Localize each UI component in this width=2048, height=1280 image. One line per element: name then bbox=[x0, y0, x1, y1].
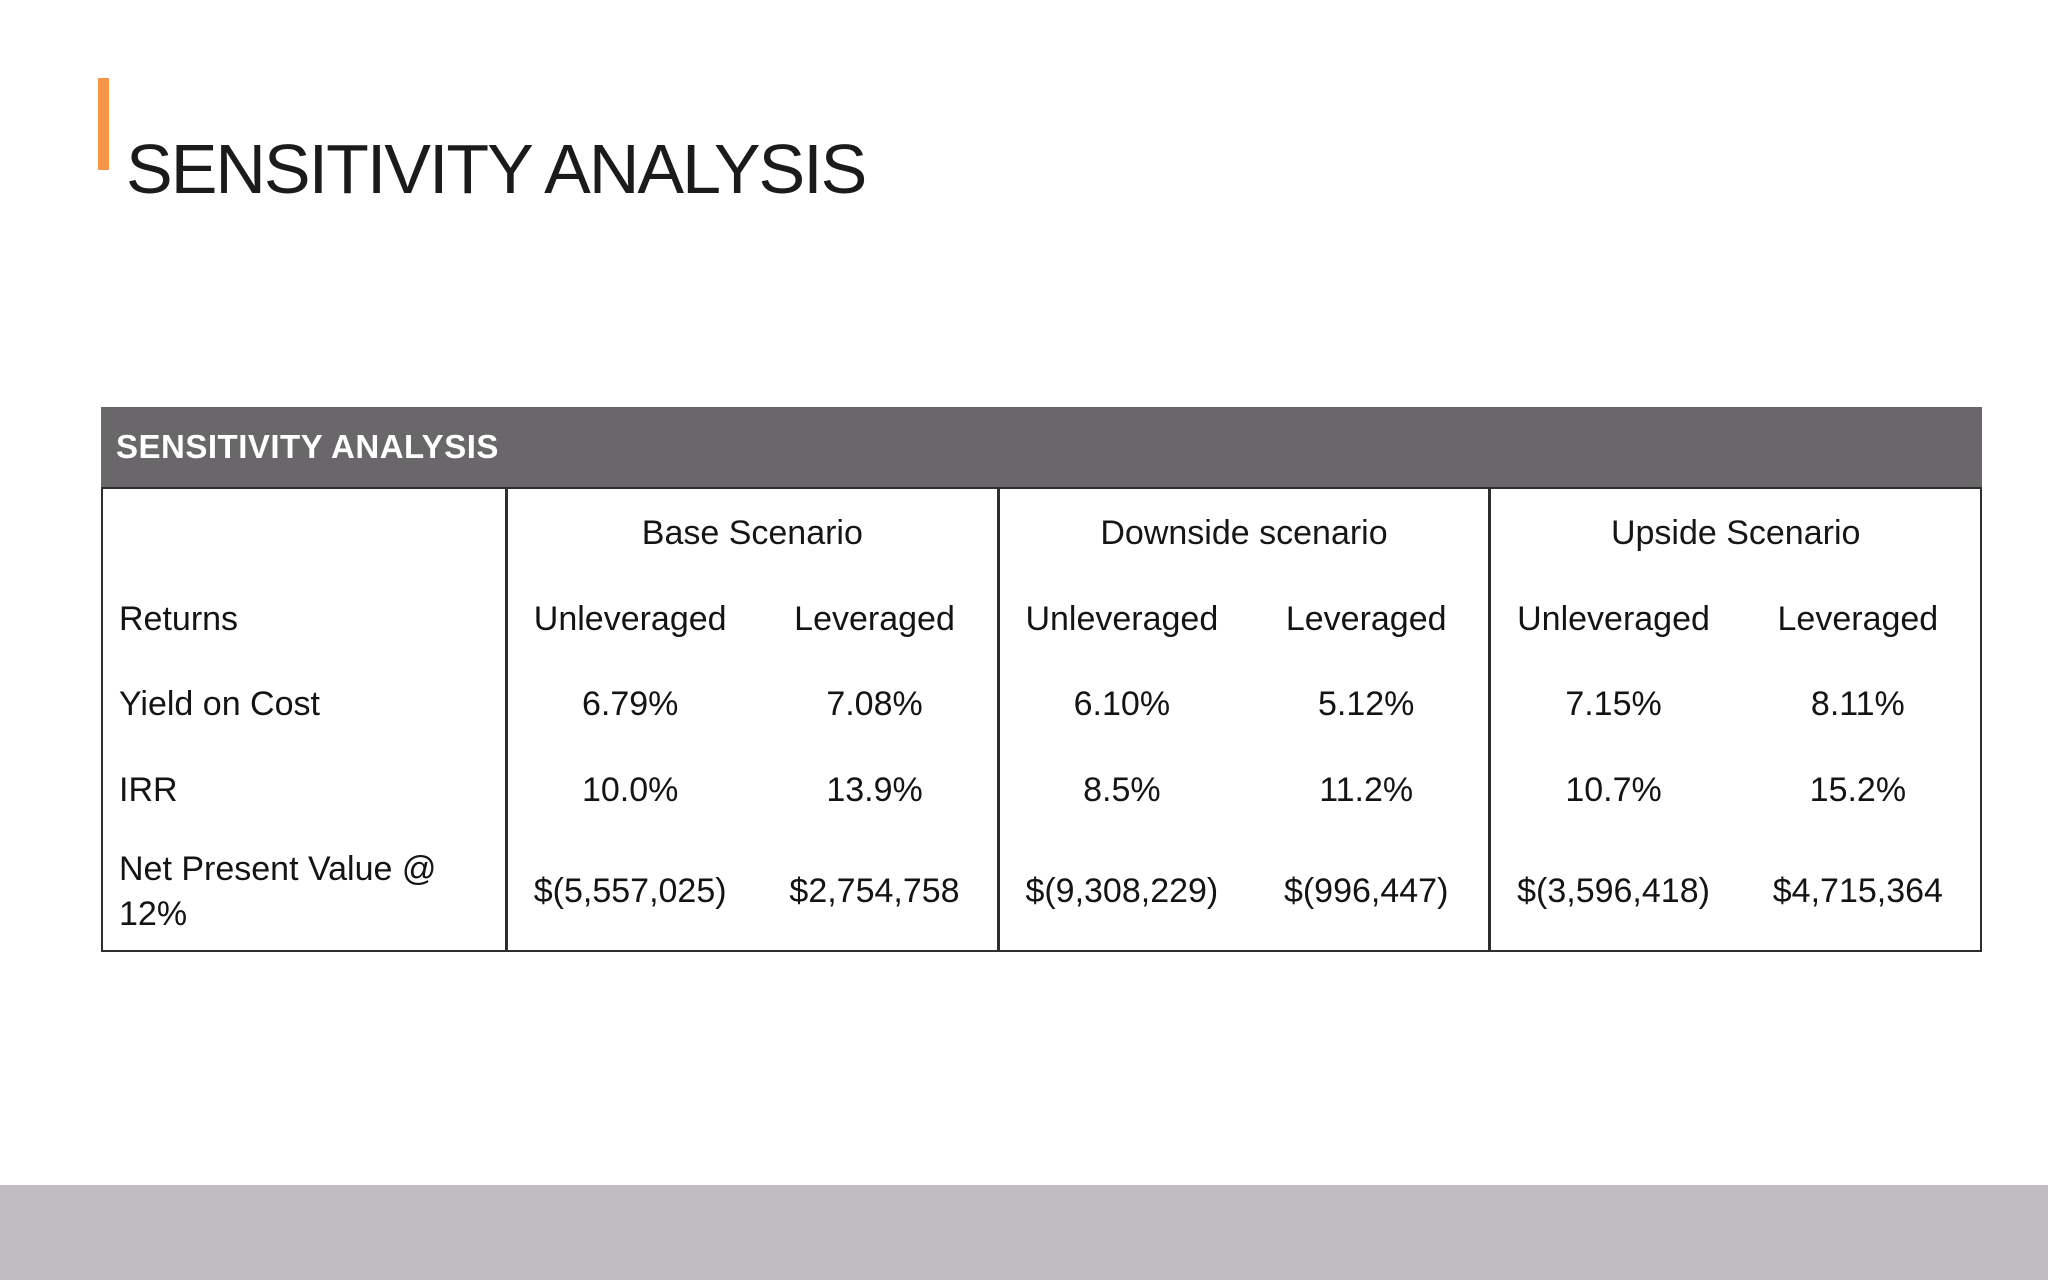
cell-yield-base-leveraged: 7.08% bbox=[826, 685, 923, 723]
scenario-title-base: Base Scenario bbox=[641, 513, 863, 552]
title-accent-bar bbox=[98, 78, 109, 170]
col-header-unleveraged: Unleveraged bbox=[1025, 600, 1219, 638]
upside-scenario-grid: Unleveraged 7.15% 10.7% $(3,596,418) Lev… bbox=[1491, 577, 1980, 950]
cell-irr-downside-leveraged: 11.2% bbox=[1319, 770, 1414, 809]
col-header-unleveraged: Unleveraged bbox=[533, 600, 727, 638]
cell-yield-downside-unleveraged: 6.10% bbox=[1073, 685, 1171, 723]
row-header-npv: Net Present Value @ 12% bbox=[103, 833, 505, 950]
table-header-bar: SENSITIVITY ANALYSIS bbox=[101, 407, 1982, 487]
cell-npv-downside-leveraged: $(996,447) bbox=[1283, 872, 1449, 910]
section-downside-scenario: Downside scenario Unleveraged 6.10% 8.5%… bbox=[996, 489, 1489, 950]
cell-npv-base-leveraged: $2,754,758 bbox=[789, 872, 960, 910]
cell-irr-downside-unleveraged: 8.5% bbox=[1083, 770, 1161, 809]
cell-yield-downside-leveraged: 5.12% bbox=[1317, 685, 1415, 723]
footer-bar bbox=[0, 1185, 2048, 1280]
empty-corner-cell bbox=[103, 489, 505, 577]
col-header-leveraged: Leveraged bbox=[1285, 600, 1447, 638]
col-header-leveraged: Leveraged bbox=[1777, 600, 1939, 638]
cell-irr-upside-leveraged: 15.2% bbox=[1809, 770, 1907, 809]
row-header-irr: IRR bbox=[119, 770, 178, 809]
row-header-yield-on-cost: Yield on Cost bbox=[119, 685, 320, 723]
table-body: Returns Yield on Cost IRR Net Present Va… bbox=[101, 487, 1982, 952]
cell-yield-upside-unleveraged: 7.15% bbox=[1565, 685, 1662, 723]
upside-unleveraged-column: Unleveraged 7.15% 10.7% $(3,596,418) bbox=[1491, 577, 1735, 950]
base-unleveraged-column: Unleveraged 6.79% 10.0% $(5,557,025) bbox=[508, 577, 752, 950]
scenario-title-downside: Downside scenario bbox=[1100, 513, 1388, 552]
page-title: SENSITIVITY ANALYSIS bbox=[126, 129, 867, 208]
downside-scenario-grid: Unleveraged 6.10% 8.5% $(9,308,229) Leve… bbox=[1000, 577, 1489, 950]
cell-npv-downside-unleveraged: $(9,308,229) bbox=[1025, 872, 1219, 910]
row-header-returns: Returns bbox=[119, 600, 239, 638]
cell-irr-base-unleveraged: 10.0% bbox=[581, 770, 679, 809]
row-label-column: Returns Yield on Cost IRR Net Present Va… bbox=[103, 489, 505, 950]
downside-leveraged-column: Leveraged 5.12% 11.2% $(996,447) bbox=[1244, 577, 1488, 950]
cell-npv-upside-unleveraged: $(3,596,418) bbox=[1517, 872, 1710, 910]
base-scenario-grid: Unleveraged 6.79% 10.0% $(5,557,025) Lev… bbox=[508, 577, 997, 950]
cell-yield-base-unleveraged: 6.79% bbox=[581, 685, 679, 723]
upside-leveraged-column: Leveraged 8.11% 15.2% $4,715,364 bbox=[1736, 577, 1980, 950]
section-upside-scenario: Upside Scenario Unleveraged 7.15% 10.7% … bbox=[1488, 489, 1980, 950]
section-base-scenario: Base Scenario Unleveraged 6.79% 10.0% $(… bbox=[505, 489, 997, 950]
scenario-title-upside: Upside Scenario bbox=[1610, 513, 1861, 552]
cell-npv-base-unleveraged: $(5,557,025) bbox=[533, 872, 727, 910]
table-header-label: SENSITIVITY ANALYSIS bbox=[116, 428, 499, 465]
downside-unleveraged-column: Unleveraged 6.10% 8.5% $(9,308,229) bbox=[1000, 577, 1244, 950]
base-leveraged-column: Leveraged 7.08% 13.9% $2,754,758 bbox=[752, 577, 996, 950]
col-header-unleveraged: Unleveraged bbox=[1517, 600, 1710, 638]
cell-npv-upside-leveraged: $4,715,364 bbox=[1772, 872, 1943, 910]
sensitivity-table: SENSITIVITY ANALYSIS Returns Yield on Co… bbox=[101, 407, 1982, 952]
cell-irr-upside-unleveraged: 10.7% bbox=[1565, 770, 1662, 809]
cell-irr-base-leveraged: 13.9% bbox=[826, 770, 923, 809]
col-header-leveraged: Leveraged bbox=[794, 600, 955, 638]
row-header-npv-label: Net Present Value @ 12% bbox=[119, 850, 437, 933]
cell-yield-upside-leveraged: 8.11% bbox=[1810, 685, 1905, 723]
